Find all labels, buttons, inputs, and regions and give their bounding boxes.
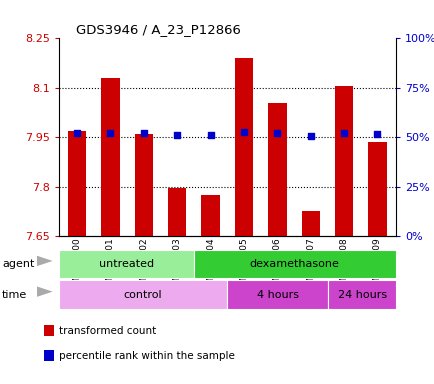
Bar: [267, 103, 286, 236]
Bar: [59, 250, 193, 278]
Text: time: time: [2, 290, 27, 300]
Point: [173, 132, 180, 138]
Point: [306, 133, 313, 139]
Text: dexamethasone: dexamethasone: [249, 259, 339, 269]
Bar: [368, 142, 386, 236]
Text: untreated: untreated: [99, 259, 153, 269]
Bar: [193, 250, 395, 278]
Text: control: control: [123, 290, 162, 300]
Text: agent: agent: [2, 259, 34, 269]
Bar: [301, 212, 319, 236]
Bar: [168, 189, 186, 236]
Text: 4 hours: 4 hours: [256, 290, 298, 300]
Bar: [101, 78, 119, 236]
Bar: [227, 280, 328, 309]
Text: transformed count: transformed count: [59, 326, 156, 336]
Point: [373, 131, 380, 137]
Point: [273, 130, 280, 136]
Bar: [201, 195, 219, 236]
Text: percentile rank within the sample: percentile rank within the sample: [59, 351, 234, 361]
Bar: [334, 86, 352, 236]
Bar: [68, 131, 86, 236]
Point: [340, 130, 347, 136]
Point: [73, 130, 80, 136]
Point: [140, 130, 147, 136]
Polygon shape: [37, 256, 53, 266]
Bar: [328, 280, 395, 309]
Bar: [135, 134, 153, 236]
Bar: [234, 58, 253, 236]
Bar: [59, 280, 227, 309]
Point: [207, 132, 214, 138]
Polygon shape: [37, 286, 53, 297]
Text: GDS3946 / A_23_P12866: GDS3946 / A_23_P12866: [76, 23, 240, 36]
Point: [107, 130, 114, 136]
Point: [240, 129, 247, 136]
Text: 24 hours: 24 hours: [337, 290, 386, 300]
